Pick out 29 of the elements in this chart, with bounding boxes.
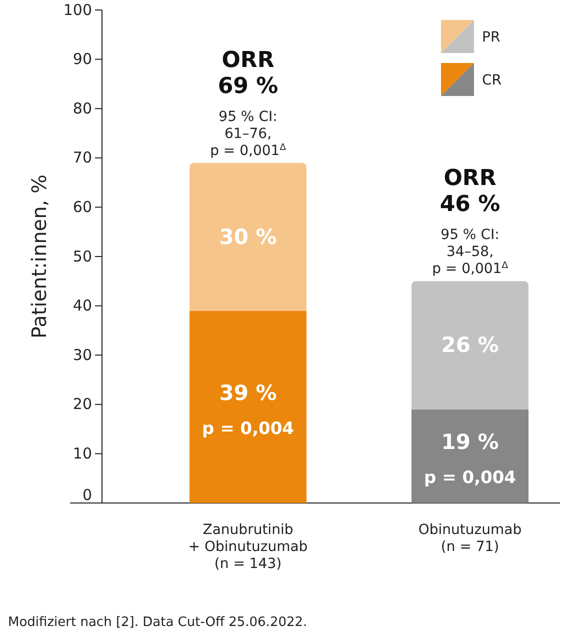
y-axis-title: Patient:innen, % <box>27 174 51 338</box>
y-tick-label: 10 <box>72 444 92 462</box>
data-label: 39 % p = 0,004 <box>202 380 294 439</box>
bar <box>412 409 528 503</box>
bar <box>190 162 306 311</box>
x-tick-label: Obinutuzumab (n = 71) <box>418 522 522 555</box>
y-tick-label: 60 <box>72 198 92 216</box>
y-tick-label: 30 <box>72 346 92 364</box>
total-label: ORR 69 % <box>218 48 278 99</box>
annotation: 95 % CI: 34–58, p = 0,001$^{Δ}$ <box>432 227 509 278</box>
y-tick-label: 40 <box>72 296 92 315</box>
x-tick-label: Zanubrutinib + Obinutuzumab (n = 143) <box>188 522 308 572</box>
y-tick-label: 70 <box>72 148 92 167</box>
total-label: ORR 46 % <box>440 166 500 218</box>
y-tick-label: 50 <box>72 247 92 266</box>
y-tick-label: 100 <box>63 0 92 19</box>
data-label: 19 % p = 0,004 <box>424 430 516 488</box>
bar <box>190 310 306 503</box>
y-tick-label: 80 <box>72 99 92 118</box>
legend-label: PR <box>482 30 500 46</box>
text: Modifiziert nach [2]. Data Cut-Off 25.06.2022. <box>8 615 308 630</box>
data-label: 30 % <box>219 224 277 249</box>
y-tick-label: 90 <box>72 50 92 68</box>
y-tick-label: 20 <box>72 395 92 414</box>
bar <box>412 281 528 410</box>
legend-label: CR <box>482 72 502 88</box>
y-tick-label: 0 <box>82 486 92 504</box>
annotation: 95 % CI: 61–76, p = 0,001$^{Δ}$ <box>210 108 287 159</box>
data-label: 26 % <box>441 333 499 358</box>
